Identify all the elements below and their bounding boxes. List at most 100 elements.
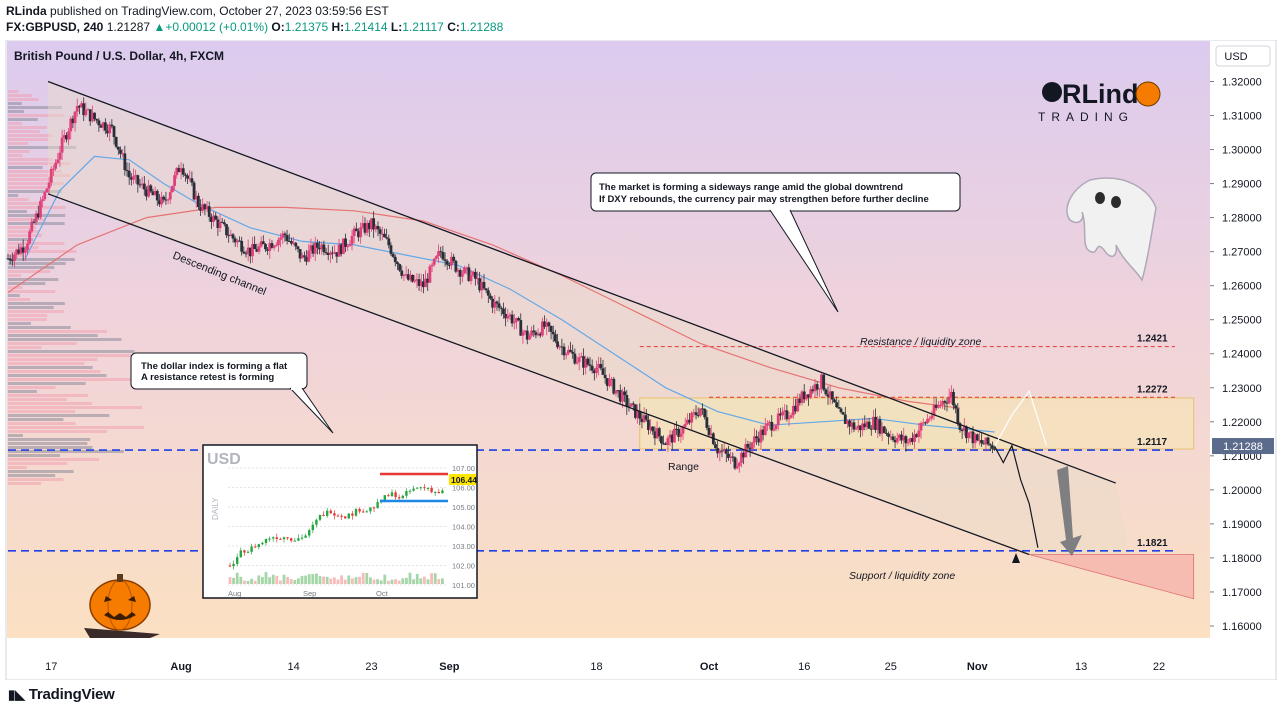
candle-body (521, 332, 525, 336)
candle-body (112, 126, 116, 138)
volume-profile-bar (8, 234, 42, 237)
channel-upper-line[interactable] (47, 80, 1116, 484)
candle-body (90, 112, 94, 122)
price-tick-label: 1.17000 (1222, 587, 1262, 599)
candle-body (720, 450, 724, 452)
candle-body (685, 419, 689, 424)
inset-volume-bar (390, 579, 394, 584)
candle-body (380, 233, 384, 235)
candle-body (251, 244, 254, 257)
volume-profile-bar (8, 150, 30, 153)
candle-body (603, 374, 607, 379)
candle-body (835, 402, 839, 408)
symbol-label[interactable]: FX:GBPUSD, 240 (6, 20, 104, 34)
candle-body (147, 185, 151, 197)
price-tick-label: 1.26000 (1222, 281, 1262, 293)
candle-body (947, 396, 951, 404)
candle-body (908, 438, 912, 443)
candle-body (562, 346, 566, 356)
publish-line: RLinda published on TradingView.com, Oct… (6, 4, 389, 18)
candle-body (413, 280, 417, 282)
currency-button[interactable]: USD (1215, 45, 1271, 67)
candle-body (486, 290, 490, 296)
resistance-zone-label: Resistance / liquidity zone (860, 336, 982, 348)
published-text: published on TradingView.com, October 27… (50, 4, 389, 18)
candle-body (655, 428, 659, 439)
candle-body (569, 349, 572, 352)
forecast-arrowhead-icon (1012, 553, 1020, 563)
volume-profile-bar (8, 354, 134, 357)
volume-profile-bar (8, 162, 71, 165)
inset-candle-body (329, 510, 332, 514)
inset-candles (228, 483, 444, 570)
candle-body (264, 244, 267, 250)
inset-volume-bar (228, 577, 232, 584)
candle-body (389, 245, 393, 254)
inset-volume-bar (311, 574, 315, 584)
candle-body (958, 423, 962, 430)
inset-candle-body (254, 546, 257, 548)
volume-profile-bar (8, 478, 64, 481)
tradingview-logo[interactable]: ▮◣ TradingView (8, 686, 115, 703)
candle-body (787, 417, 791, 420)
inset-volume-bar (437, 579, 441, 584)
candle-body (573, 353, 577, 364)
candle-body (439, 251, 443, 253)
candle-body (335, 252, 339, 257)
candle-body (173, 175, 176, 186)
candle-body (761, 429, 765, 436)
candle-body (640, 418, 644, 423)
inset-volume-bar (253, 580, 257, 584)
callout-main[interactable]: The market is forming a sideways range a… (590, 172, 961, 313)
candle-body (759, 429, 763, 443)
candle-body (891, 436, 895, 441)
volume-profile (8, 90, 149, 485)
inset-volume-bar (232, 577, 235, 584)
inset-candle-body (318, 514, 322, 520)
candle-body (954, 405, 958, 409)
volume-profile-bar (8, 226, 37, 229)
inset-candle-body (351, 513, 354, 516)
inset-y-label: 107.00 (452, 464, 475, 473)
callout-dxy[interactable]: The dollar index is forming a flat A res… (130, 352, 334, 434)
candle-body (789, 415, 793, 418)
time-tick-label: 17 (45, 661, 57, 673)
volume-profile-bar (8, 338, 122, 341)
candle-body (54, 162, 57, 169)
inset-volume-bar (297, 578, 300, 584)
inset-volume-bar (433, 573, 437, 584)
inset-candle-body (293, 540, 296, 542)
publisher-name[interactable]: RLinda (6, 4, 47, 18)
candle-body (547, 322, 551, 326)
inset-volume-bar (336, 579, 340, 584)
inset-volume-bar (261, 577, 264, 584)
volume-profile-bar (8, 466, 27, 469)
inset-candle-body (434, 491, 437, 493)
candle-body (543, 321, 546, 327)
candle-body (447, 264, 451, 266)
candle-body (794, 405, 797, 412)
candle-body (409, 275, 412, 280)
price-axis[interactable]: 1.32000 1.31000 1.30000 1.29000 1.28000 1.270… (1210, 77, 1262, 633)
candle-body (491, 298, 495, 308)
volume-profile-bar (8, 382, 86, 385)
candle-body (902, 436, 906, 441)
inset-candle-body (326, 510, 329, 516)
candle-body (476, 278, 479, 280)
candle-body (101, 122, 105, 128)
dxy-inset[interactable]: USD DAILY 107.00 106.00 105.00 104.00 103.00… (202, 444, 478, 599)
candle-body (227, 235, 231, 237)
channel-lower-line[interactable] (47, 193, 1030, 556)
candle-body (320, 244, 324, 250)
pumpkin-logo-icon (1135, 81, 1161, 107)
candle-body (36, 213, 40, 218)
inset-side-label: DAILY (211, 497, 220, 520)
time-axis[interactable]: 17 Aug 14 23 Sep 18 Oct 16 25 Nov 13 22 (45, 661, 1165, 673)
inset-volume-bar (315, 573, 318, 584)
inset-volume-bar (235, 572, 239, 584)
candle-body (15, 249, 19, 255)
candle-body (212, 215, 215, 222)
volume-profile-bar (8, 130, 40, 133)
time-tick-label: Oct (700, 661, 719, 673)
